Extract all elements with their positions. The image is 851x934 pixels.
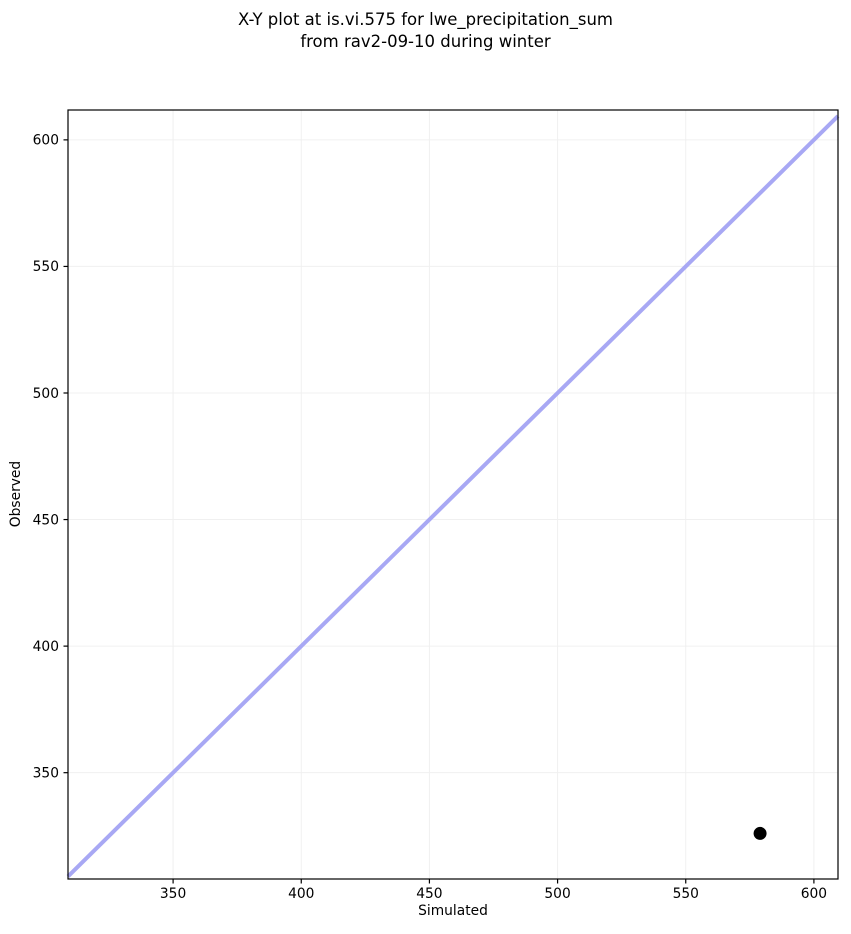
x-tick-label: 350 [160, 886, 186, 902]
y-tick-label: 450 [33, 512, 59, 528]
chart-title-line1: X-Y plot at is.vi.575 for lwe_precipitat… [238, 10, 613, 29]
x-tick-label: 450 [416, 886, 442, 902]
y-tick-label: 400 [33, 639, 59, 655]
y-tick-label: 600 [33, 133, 59, 149]
chart-title-line2: from rav2-09-10 during winter [300, 32, 551, 51]
y-tick-label: 500 [33, 386, 59, 402]
x-tick-label: 400 [288, 886, 314, 902]
y-axis-label: Observed [8, 460, 24, 528]
data-point [753, 826, 767, 840]
x-tick-label: 600 [801, 886, 827, 902]
x-tick-label: 500 [544, 886, 570, 902]
chart-title: X-Y plot at is.vi.575 for lwe_precipitat… [0, 9, 851, 53]
x-axis-label: Simulated [418, 903, 488, 919]
identity-line [66, 114, 840, 878]
x-tick-label: 550 [673, 886, 699, 902]
plot-border [67, 109, 839, 880]
y-tick-label: 350 [33, 765, 59, 781]
y-tick-label: 550 [33, 259, 59, 275]
